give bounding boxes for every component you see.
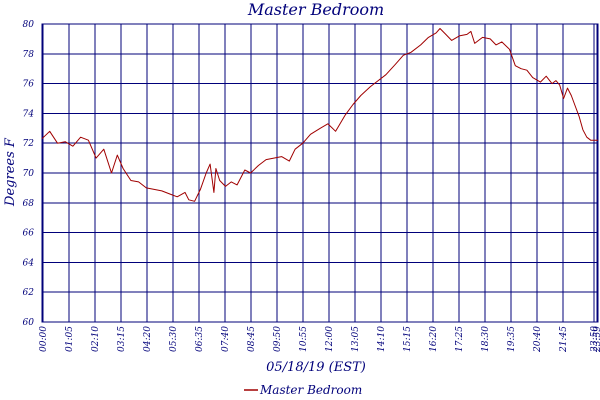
grid-lines <box>41 23 599 323</box>
x-tick-label: 04:20 <box>143 326 153 352</box>
x-tick-label: 15:15 <box>403 326 413 352</box>
x-tick-label: 14:10 <box>377 326 387 352</box>
x-tick-label: 03:15 <box>117 326 127 352</box>
x-tick-label: 20:40 <box>533 326 543 353</box>
x-tick-label: 05:30 <box>169 326 179 352</box>
y-tick-label: 80 <box>23 20 35 30</box>
plot-frame <box>41 23 599 323</box>
y-tick-label: 78 <box>23 50 35 60</box>
x-tick-label: 00:00 <box>39 326 49 352</box>
x-tick-label: 07:40 <box>221 326 231 352</box>
series-layer <box>41 28 598 202</box>
y-tick-label: 66 <box>23 229 35 239</box>
y-tick-label: 60 <box>23 318 35 328</box>
x-tick-label: 02:10 <box>91 326 101 352</box>
x-tick-label: 18:30 <box>481 326 491 352</box>
y-tick-label: 72 <box>23 139 35 149</box>
legend: Master Bedroom <box>244 383 362 397</box>
x-tick-label: 13:05 <box>351 326 361 352</box>
y-tick-labels: 60 62 64 66 68 70 72 74 76 78 80 <box>23 20 35 328</box>
x-tick-label: 06:35 <box>195 326 205 352</box>
x-tick-label: 17:25 <box>455 326 465 352</box>
x-tick-label: 01:05 <box>65 326 75 352</box>
x-tick-label: 23:50 <box>590 326 600 353</box>
y-tick-label: 74 <box>23 109 35 119</box>
x-axis-label: 05/18/19 (EST) <box>266 360 366 375</box>
x-tick-label: 12:00 <box>325 326 335 352</box>
x-tick-label: 23:59 <box>593 326 600 353</box>
series-line <box>41 28 598 202</box>
x-tick-labels: 00:00 01:05 02:10 03:15 04:20 05:30 06:35 07:40… <box>39 326 600 353</box>
chart-title: Master Bedroom <box>247 0 384 19</box>
y-tick-label: 68 <box>23 199 35 209</box>
legend-label: Master Bedroom <box>259 383 362 397</box>
x-tick-label: 19:35 <box>507 326 517 352</box>
x-tick-label: 16:20 <box>429 326 439 352</box>
x-tick-label: 08:45 <box>247 326 257 352</box>
y-tick-label: 64 <box>23 258 35 268</box>
y-tick-label: 76 <box>23 80 35 90</box>
y-axis-label: Degrees F <box>3 137 18 207</box>
y-tick-label: 70 <box>23 169 35 179</box>
x-tick-label: 10:55 <box>299 326 309 352</box>
x-tick-label: 21:45 <box>559 326 569 353</box>
y-tick-label: 62 <box>23 288 35 298</box>
x-tick-label: 09:50 <box>273 326 283 352</box>
